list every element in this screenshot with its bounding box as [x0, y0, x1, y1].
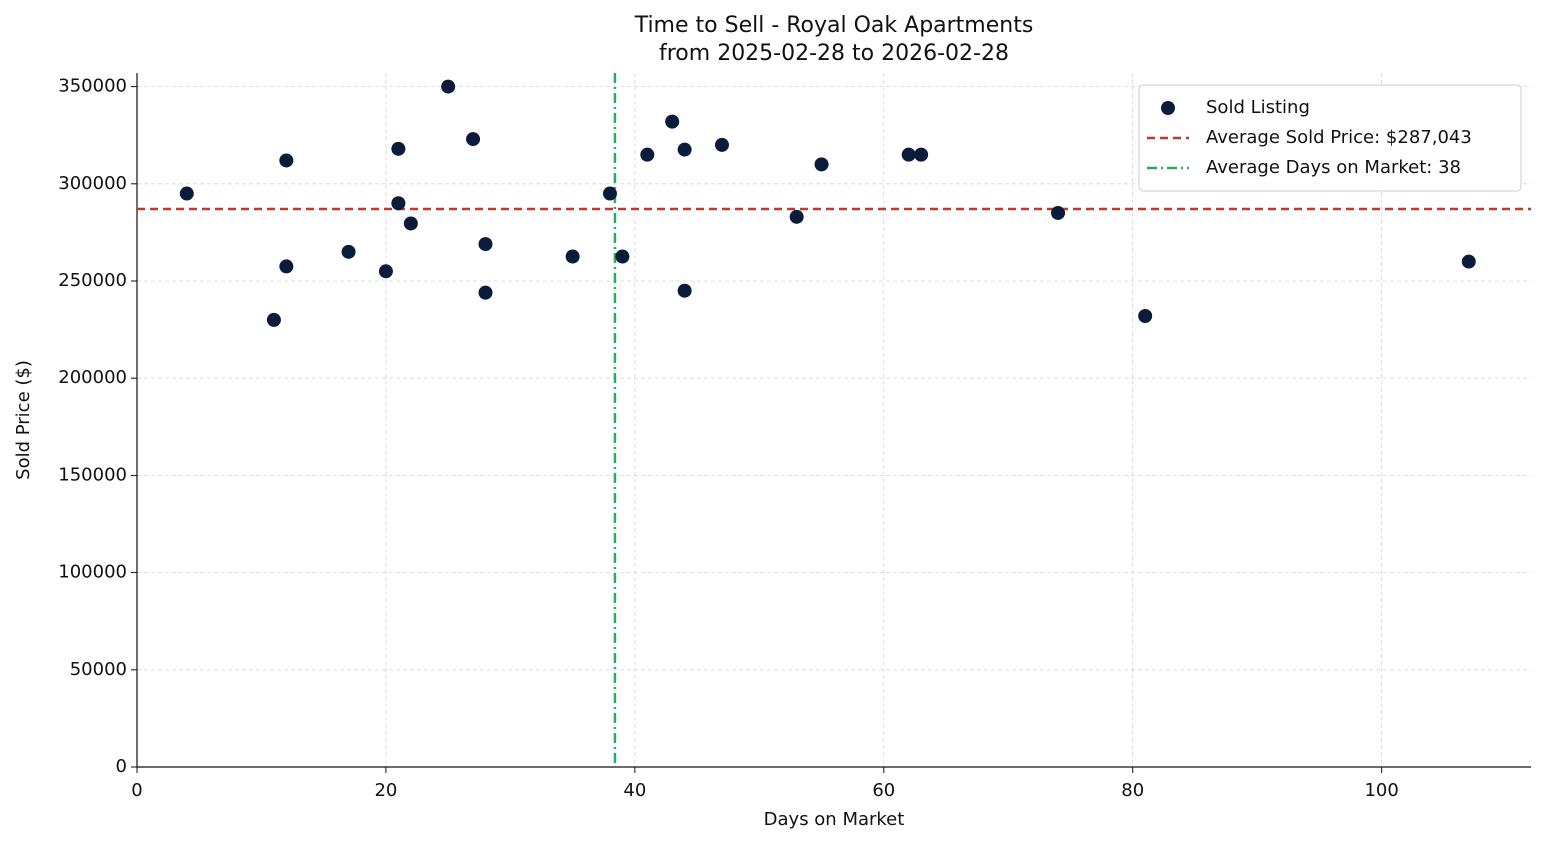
scatter-point — [478, 237, 493, 252]
scatter-point — [640, 147, 655, 162]
scatter-point — [1138, 308, 1153, 323]
chart-subtitle: from 2025-02-28 to 2026-02-28 — [659, 41, 1009, 66]
scatter-point — [714, 137, 729, 152]
scatter-point — [901, 147, 916, 162]
scatter-point — [279, 153, 294, 168]
y-axis-label: Sold Price ($) — [13, 360, 34, 480]
scatter-point — [279, 259, 294, 274]
chart-title: Time to Sell - Royal Oak Apartments — [634, 13, 1034, 38]
scatter-point — [602, 186, 617, 201]
x-axis-label: Days on Market — [764, 809, 905, 830]
y-tick-label: 350000 — [58, 76, 127, 97]
x-tick-label: 80 — [1121, 780, 1144, 801]
scatter-point — [391, 141, 406, 156]
legend-label: Average Days on Market: 38 — [1206, 157, 1461, 178]
scatter-point — [179, 186, 194, 201]
scatter-point — [565, 249, 580, 264]
scatter-point — [466, 132, 481, 147]
scatter-point — [914, 147, 929, 162]
x-tick-label: 60 — [872, 780, 895, 801]
x-tick-label: 100 — [1364, 780, 1398, 801]
legend-label: Average Sold Price: $287,043 — [1206, 127, 1472, 148]
scatter-point — [789, 209, 804, 224]
x-tick-label: 0 — [131, 780, 142, 801]
y-tick-label: 0 — [116, 756, 127, 777]
y-tick-label: 100000 — [58, 562, 127, 583]
scatter-point — [677, 283, 692, 298]
scatter-point — [615, 249, 630, 264]
legend-marker — [1161, 101, 1175, 115]
scatter-point — [478, 285, 493, 300]
y-tick-label: 50000 — [70, 659, 127, 680]
scatter-point — [266, 312, 281, 327]
y-tick-label: 300000 — [58, 173, 127, 194]
scatter-point — [441, 79, 456, 94]
y-tick-label: 250000 — [58, 270, 127, 291]
scatter-point — [1051, 205, 1066, 220]
y-tick-label: 150000 — [58, 464, 127, 485]
scatter-point — [341, 244, 356, 259]
x-tick-label: 40 — [623, 780, 646, 801]
legend-box — [1138, 84, 1522, 192]
scatter-point — [814, 157, 829, 172]
scatter-point — [665, 114, 680, 129]
x-tick-label: 20 — [374, 780, 397, 801]
scatter-point — [677, 142, 692, 157]
scatter-point — [378, 264, 393, 279]
scatter-point — [391, 196, 406, 211]
y-tick-label: 200000 — [58, 367, 127, 388]
scatter-point — [1461, 254, 1476, 269]
legend-label: Sold Listing — [1206, 97, 1310, 118]
scatter-point — [403, 216, 418, 231]
